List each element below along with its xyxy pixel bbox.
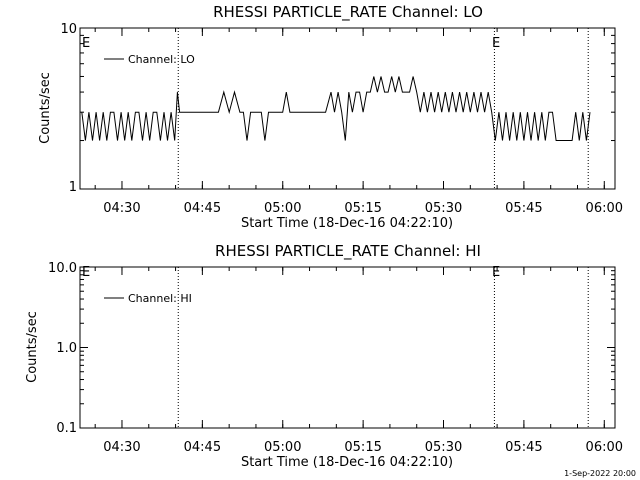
- plot-frame: [79, 27, 616, 190]
- legend-entry: Channel: LO: [128, 53, 195, 66]
- x-tick-label: 04:45: [184, 440, 221, 455]
- x-tick-label: 04:45: [184, 201, 221, 216]
- x-tick-label: 05:45: [505, 201, 542, 216]
- x-tick-label: 04:30: [103, 201, 140, 216]
- x-tick-label: 05:00: [264, 440, 301, 455]
- chart-lo: RHESSI PARTICLE_RATE Channel: LO 04:30 04…: [38, 3, 623, 231]
- x-tick-label: 05:15: [344, 201, 381, 216]
- event-label: E: [492, 36, 500, 51]
- event-label: E: [82, 36, 90, 51]
- y-axis-label: Counts/sec: [38, 72, 53, 144]
- event-label: E: [82, 265, 90, 280]
- x-axis-label: Start Time (18-Dec-16 04:22:10): [241, 455, 453, 470]
- x-axis: 04:30 04:45 05:00 05:15 05:30 05:45 06:00: [80, 267, 623, 455]
- y-tick-label: 1.0: [56, 341, 77, 356]
- y-axis-label: Counts/sec: [25, 311, 40, 383]
- chart-hi: RHESSI PARTICLE_RATE Channel: HI 04:30 04…: [25, 242, 623, 470]
- legend-entry: Channel: HI: [128, 292, 192, 305]
- y-tick-label: 1: [69, 180, 77, 195]
- x-tick-label: 04:30: [103, 440, 140, 455]
- legend: Channel: HI: [104, 292, 192, 305]
- x-axis: 04:30 04:45 05:00 05:15 05:30 05:45 06:00: [80, 28, 623, 216]
- plot-timestamp: 1-Sep-2022 20:00: [564, 469, 636, 478]
- series-line-lo: [81, 76, 591, 141]
- legend: Channel: LO: [104, 53, 195, 66]
- event-label: E: [492, 265, 500, 280]
- event-markers: [177, 28, 589, 189]
- x-tick-label: 05:30: [425, 201, 462, 216]
- y-tick-label: 10: [60, 22, 77, 37]
- x-tick-label: 05:15: [344, 440, 381, 455]
- x-axis-label: Start Time (18-Dec-16 04:22:10): [241, 216, 453, 231]
- y-tick-label: 0.1: [56, 421, 77, 436]
- x-tick-label: 05:30: [425, 440, 462, 455]
- x-tick-label: 06:00: [586, 201, 623, 216]
- chart-title: RHESSI PARTICLE_RATE Channel: HI: [215, 242, 481, 261]
- x-tick-label: 05:00: [264, 201, 301, 216]
- x-tick-label: 05:45: [505, 440, 542, 455]
- event-markers: [177, 267, 589, 428]
- x-tick-label: 06:00: [586, 440, 623, 455]
- y-tick-label: 10.0: [48, 261, 77, 276]
- chart-title: RHESSI PARTICLE_RATE Channel: LO: [213, 3, 483, 22]
